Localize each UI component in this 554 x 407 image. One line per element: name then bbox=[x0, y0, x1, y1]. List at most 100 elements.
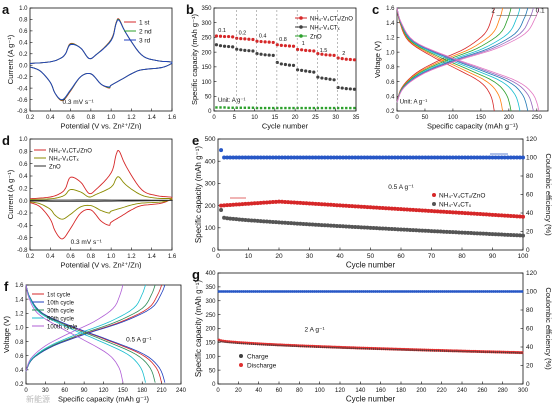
data-point bbox=[286, 220, 291, 225]
data-point bbox=[380, 348, 383, 350]
data-point bbox=[441, 209, 446, 214]
data-point bbox=[309, 345, 312, 348]
x-tick-label: 80 bbox=[458, 253, 466, 260]
ce-point bbox=[366, 290, 369, 293]
ce-point bbox=[333, 290, 337, 293]
rate-label: 1 bbox=[302, 41, 305, 47]
y-tick-label: 0.4 bbox=[19, 174, 28, 180]
ce-point bbox=[427, 290, 430, 293]
legend-label: 1st cycle bbox=[47, 292, 71, 298]
x-tick-label: 0.8 bbox=[87, 115, 96, 121]
data-point bbox=[324, 53, 328, 57]
ce-point bbox=[469, 155, 474, 160]
data-point bbox=[515, 351, 517, 354]
data-point bbox=[460, 210, 464, 215]
data-point bbox=[277, 199, 281, 204]
data-point bbox=[338, 203, 342, 208]
data-point bbox=[371, 205, 376, 210]
data-point bbox=[456, 210, 461, 215]
data-point bbox=[312, 49, 316, 53]
data-point bbox=[474, 350, 477, 353]
x-tick-label: 0.4 bbox=[46, 254, 55, 260]
ce-point bbox=[374, 290, 377, 293]
data-point bbox=[468, 350, 470, 353]
data-point bbox=[313, 222, 318, 227]
data-point bbox=[316, 106, 320, 110]
data-point bbox=[293, 345, 296, 347]
ce-point bbox=[417, 155, 422, 160]
data-point bbox=[506, 351, 509, 354]
ce-point bbox=[451, 290, 455, 293]
data-point bbox=[267, 40, 271, 44]
data-point bbox=[246, 343, 249, 345]
data-point bbox=[450, 230, 455, 235]
data-point bbox=[399, 207, 403, 212]
y-tick-label: 200 bbox=[201, 50, 212, 56]
data-point bbox=[222, 215, 227, 220]
ce-point bbox=[361, 290, 365, 293]
ce-point bbox=[383, 155, 388, 160]
data-point bbox=[246, 201, 251, 206]
x-tick-label: 1.0 bbox=[107, 115, 116, 121]
x-tick-label: 1.4 bbox=[148, 254, 157, 260]
rate-annotation: 0.5 A g⁻¹ bbox=[126, 337, 152, 344]
data-point bbox=[353, 224, 358, 229]
data-point bbox=[259, 39, 263, 44]
data-point bbox=[222, 44, 227, 48]
ce-point bbox=[331, 290, 335, 293]
data-point bbox=[405, 207, 410, 212]
y-tick-label: 200 bbox=[205, 203, 216, 210]
ce-point bbox=[350, 155, 355, 160]
unit-note: Unit: A g⁻¹ bbox=[400, 100, 428, 106]
data-point bbox=[246, 218, 251, 223]
data-point bbox=[227, 34, 231, 39]
ce-point bbox=[412, 290, 416, 293]
ce-point bbox=[282, 290, 286, 293]
discharge-curve bbox=[396, 7, 529, 112]
discharge-curve bbox=[25, 284, 124, 383]
data-point bbox=[286, 200, 291, 205]
data-point bbox=[511, 351, 513, 354]
x-tick-label: 0.4 bbox=[46, 115, 55, 121]
charge-curve bbox=[25, 284, 166, 372]
x-tick-label: 1.4 bbox=[148, 115, 157, 121]
legend-marker bbox=[299, 34, 303, 38]
ce-point bbox=[289, 155, 294, 160]
data-point bbox=[365, 225, 370, 230]
x-tick-label: 0 bbox=[212, 115, 216, 121]
plot-frame bbox=[29, 7, 173, 112]
y-tick-label: 100 bbox=[205, 225, 216, 232]
ce-point bbox=[235, 290, 239, 293]
y-tick-label: 350 bbox=[201, 6, 212, 12]
ce-point bbox=[411, 155, 416, 160]
data-point bbox=[270, 219, 275, 224]
data-point bbox=[279, 344, 281, 347]
data-point bbox=[417, 208, 422, 213]
ce-point bbox=[274, 290, 278, 293]
data-point bbox=[251, 37, 255, 42]
data-point bbox=[356, 204, 361, 209]
ce-point bbox=[237, 290, 241, 293]
data-point bbox=[435, 209, 440, 214]
data-point bbox=[505, 232, 510, 237]
data-point bbox=[255, 218, 260, 223]
data-point bbox=[298, 200, 303, 205]
data-point bbox=[498, 351, 501, 354]
ce-point bbox=[334, 155, 339, 160]
data-point bbox=[463, 211, 468, 216]
ce-point bbox=[508, 155, 513, 160]
data-point bbox=[336, 346, 338, 349]
ce-point bbox=[258, 155, 263, 160]
data-point bbox=[214, 34, 219, 38]
data-point bbox=[239, 37, 243, 41]
ce-point bbox=[382, 290, 386, 293]
ce-point bbox=[288, 290, 292, 293]
data-point bbox=[427, 349, 430, 352]
y2-tick-label: 40 bbox=[526, 210, 534, 217]
data-point bbox=[283, 62, 288, 67]
data-point bbox=[347, 224, 352, 229]
panel-d: 0.2 0.4 0.6 0.8 1.0 1.2 1.4 1.6 -0.8 -0.6 -0.4 -0.2… bbox=[2, 133, 177, 270]
ce-point bbox=[444, 155, 449, 160]
data-point bbox=[267, 344, 269, 346]
data-point bbox=[389, 348, 391, 351]
